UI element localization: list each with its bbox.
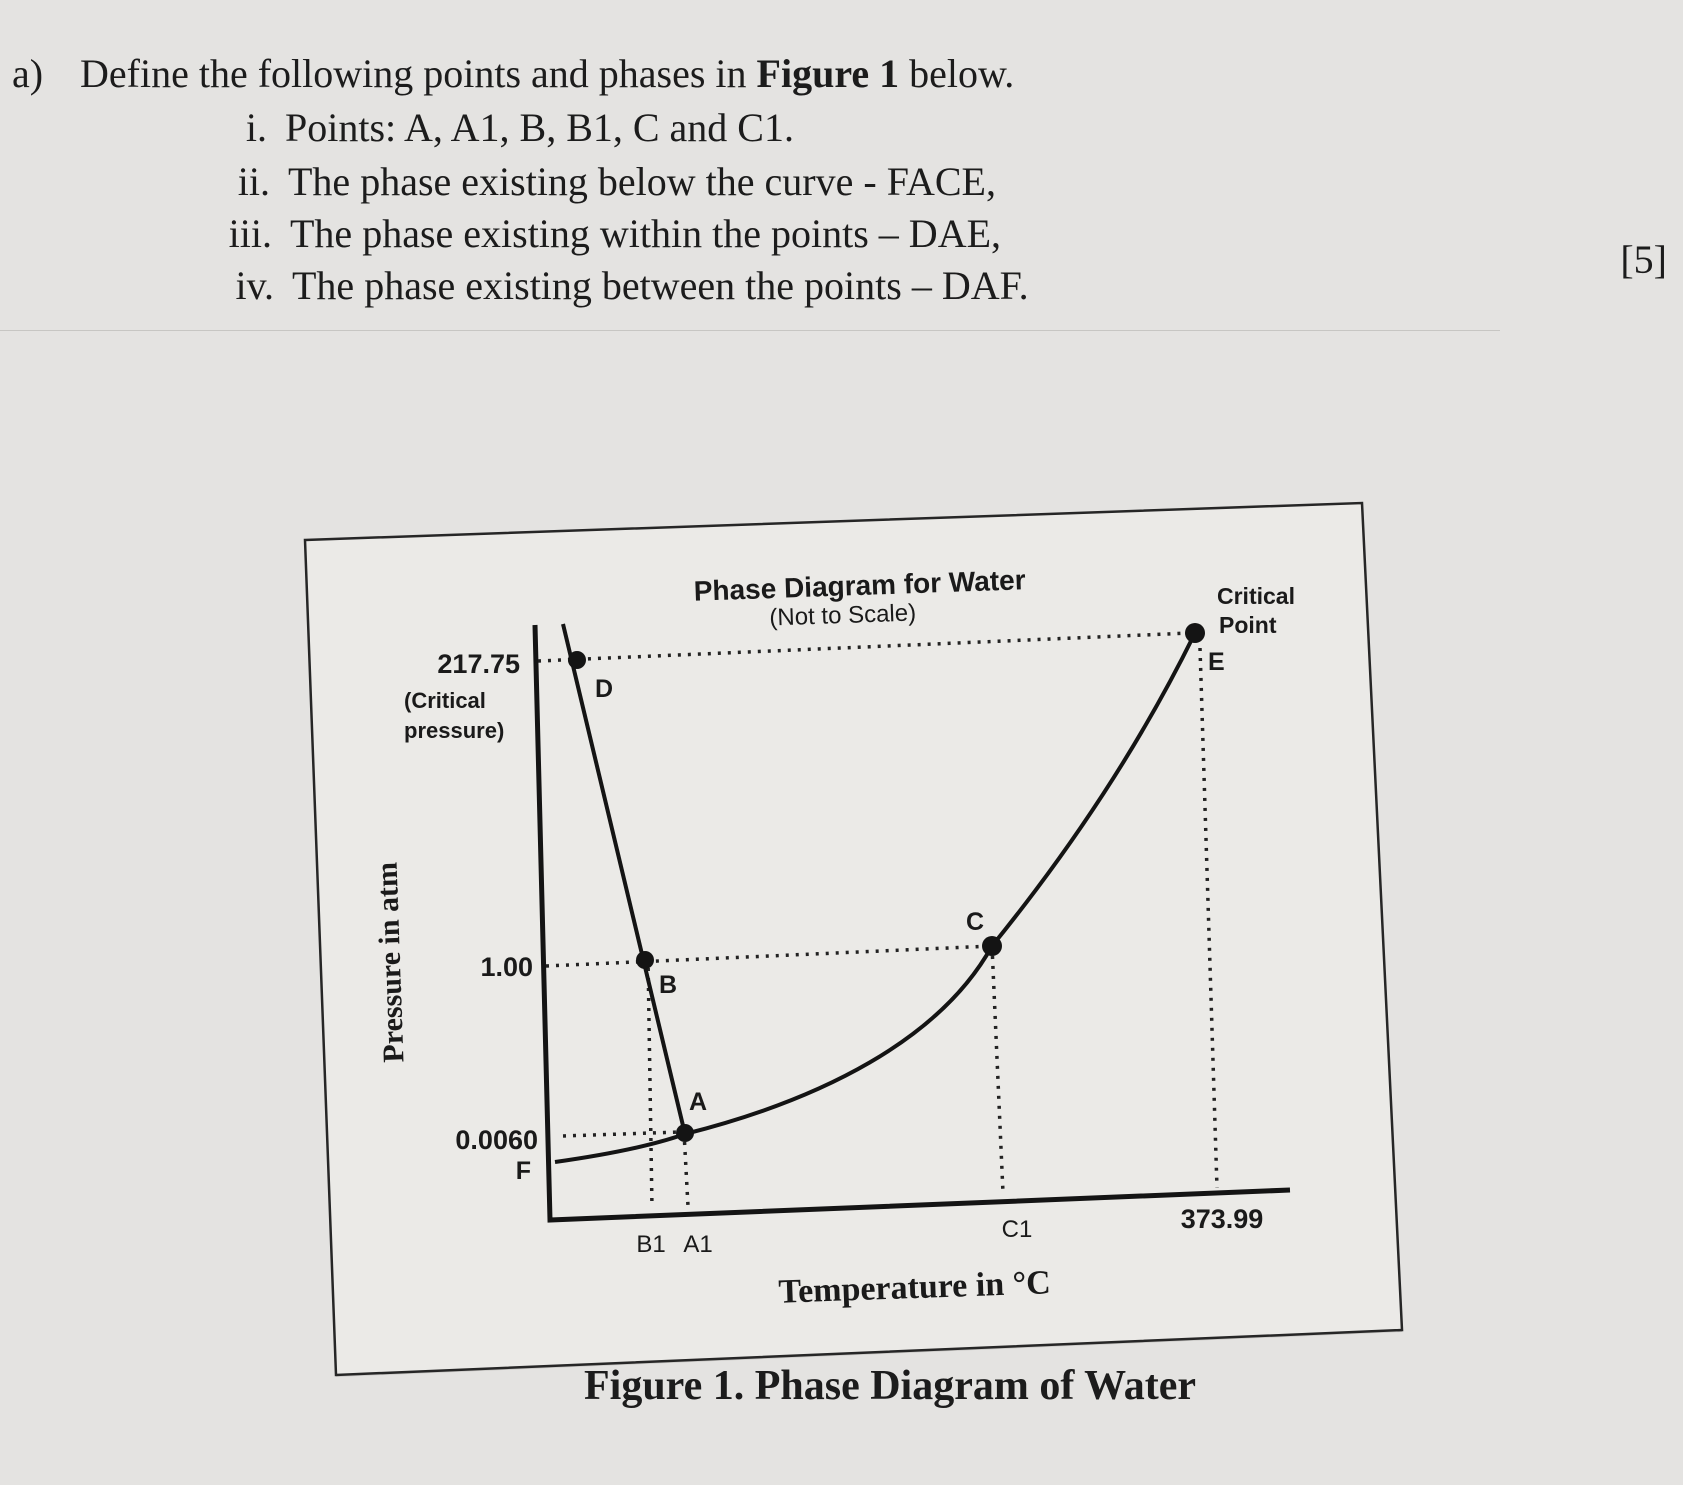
guide-lines — [537, 631, 1219, 1209]
item-text: The phase existing below the curve - FAC… — [288, 159, 996, 204]
x-tick-c1: C1 — [1002, 1216, 1033, 1243]
item-text: The phase existing between the points – … — [292, 263, 1029, 308]
y-tick-critical-note-1: (Critical — [404, 688, 486, 713]
question-intro-end: below. — [899, 51, 1015, 96]
figure-caption: Figure 1. Phase Diagram of Water — [584, 1363, 1197, 1409]
question-item-1: i. Points: A, A1, B, B1, C and C1. — [246, 104, 794, 151]
figure-reference: Figure 1 — [756, 51, 900, 96]
y-tick-critical-pressure: 217.75 — [437, 649, 520, 679]
item-text: Points: A, A1, B, B1, C and C1. — [285, 105, 794, 150]
question-item-2: ii. The phase existing below the curve -… — [238, 158, 996, 205]
point-c-label: C — [966, 908, 984, 936]
axes — [532, 624, 1291, 1223]
point-b-marker — [636, 951, 654, 969]
y-axis-label: Pressure in atm — [371, 862, 411, 1064]
melting-curve-da — [561, 623, 687, 1135]
marks-allocation: [5] — [1620, 237, 1667, 282]
x-tick-a1: A1 — [683, 1231, 712, 1258]
critical-temp-drop-line — [1198, 647, 1219, 1189]
point-b-label: B — [659, 971, 677, 999]
one-atm-guide — [545, 944, 993, 968]
question-intro: Define the following points and phases i… — [80, 51, 757, 96]
x-tick-critical-temp: 373.99 — [1181, 1204, 1264, 1234]
a1-drop-line — [682, 1131, 690, 1207]
sublimation-curve-fa — [554, 1132, 686, 1164]
b1-drop-line — [646, 957, 654, 1209]
question-item-3: iii. The phase existing within the point… — [229, 210, 1002, 257]
question-item-4: iv. The phase existing between the point… — [235, 262, 1029, 309]
point-d-label: D — [595, 675, 613, 703]
x-tick-b1: B1 — [636, 1231, 665, 1258]
y-tick-one-atm: 1.00 — [480, 952, 533, 982]
y-tick-critical-note-2: pressure) — [404, 718, 504, 743]
critical-point-label-2: Point — [1219, 612, 1277, 638]
y-tick-triple-pressure: 0.0060 — [455, 1125, 538, 1155]
point-a-label: A — [689, 1088, 707, 1116]
point-e-label: E — [1208, 648, 1225, 676]
question-heading: a) Define the following points and phases… — [12, 50, 1014, 97]
item-number: iv. — [235, 263, 274, 308]
point-e-marker — [1185, 623, 1205, 643]
c1-drop-line — [990, 945, 1005, 1194]
diagram-subtitle: (Not to Scale) — [769, 599, 917, 631]
item-number: iii. — [228, 211, 272, 256]
point-f-label: F — [516, 1157, 531, 1185]
divider — [0, 330, 1500, 331]
question-label: a) — [12, 51, 44, 96]
item-text: The phase existing within the points – D… — [290, 211, 1002, 256]
point-a-marker — [676, 1124, 694, 1142]
critical-point-label-1: Critical — [1217, 583, 1295, 609]
item-number: i. — [245, 105, 267, 150]
item-number: ii. — [237, 159, 270, 204]
point-c-marker — [982, 936, 1002, 956]
point-d-marker — [568, 651, 586, 669]
